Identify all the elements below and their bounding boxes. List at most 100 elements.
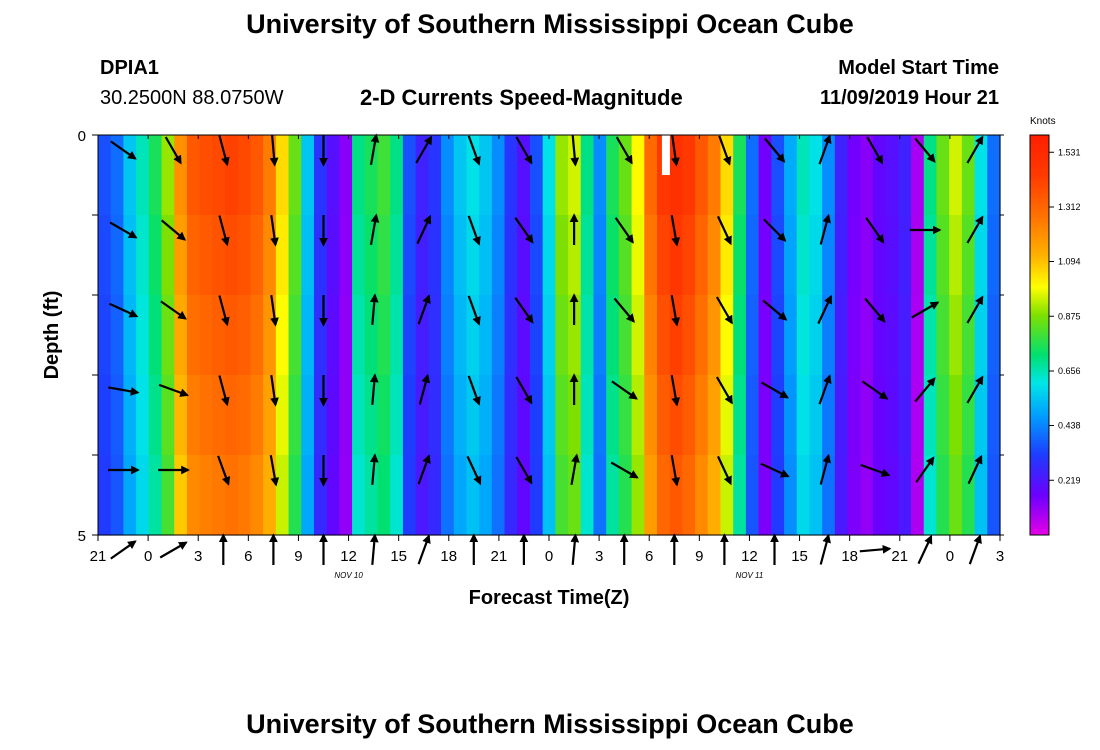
heatmap-cell: [720, 135, 734, 216]
heatmap-cell: [822, 455, 836, 536]
heatmap-cell: [110, 135, 124, 216]
heatmap-cell: [225, 135, 239, 216]
heatmap-cell: [402, 375, 417, 456]
heatmap-cell: [809, 455, 823, 536]
heatmap-cell: [745, 295, 760, 376]
heatmap-cell: [669, 375, 683, 456]
current-arrow: [417, 454, 431, 485]
heatmap-cell: [479, 215, 493, 296]
heatmap-cell: [275, 295, 290, 376]
heatmap-cell: [758, 375, 772, 456]
heatmap-cell: [872, 375, 887, 456]
heatmap-cell: [504, 455, 518, 536]
heatmap-cell: [593, 215, 607, 296]
current-arrow: [966, 375, 984, 404]
heatmap-cell: [136, 135, 150, 216]
heatmap-cell: [758, 455, 772, 536]
x-date-label: NOV 10: [334, 571, 363, 580]
heatmap-cell: [352, 135, 366, 216]
heatmap-cell: [949, 455, 963, 536]
heatmap-cell: [682, 455, 696, 536]
heatmap-cell: [936, 455, 950, 536]
current-arrow: [968, 534, 982, 565]
current-arrow: [818, 134, 832, 165]
heatmap-cell: [301, 215, 315, 296]
current-arrow: [613, 297, 635, 323]
heatmap-cell: [428, 455, 442, 536]
current-arrow: [670, 215, 681, 247]
current-arrow: [160, 219, 187, 241]
heatmap-cell: [885, 215, 899, 296]
heatmap-cell: [98, 375, 112, 456]
current-arrow: [911, 301, 940, 319]
heatmap-cell: [720, 455, 734, 536]
heatmap-cell: [491, 295, 506, 376]
heatmap-cell: [377, 135, 391, 216]
current-arrow: [914, 137, 936, 163]
heatmap-cell: [415, 295, 429, 376]
heatmap-cell: [136, 455, 150, 536]
heatmap-cell: [288, 295, 302, 376]
heatmap-cell: [529, 455, 544, 536]
heatmap-cell: [593, 135, 607, 216]
heatmap-cell: [313, 215, 328, 296]
heatmap-cell: [860, 455, 874, 536]
heatmap-cell: [250, 135, 264, 216]
heatmap-cell: [275, 375, 290, 456]
heatmap-cell: [453, 455, 468, 536]
heatmap-cell: [199, 295, 213, 376]
heatmap-cell: [923, 135, 938, 216]
heatmap-cell: [555, 455, 569, 536]
current-arrow: [270, 214, 279, 247]
heatmap-cell: [822, 135, 836, 216]
current-arrow: [817, 294, 833, 325]
heatmap-cell: [479, 295, 493, 376]
heatmap-cell: [796, 215, 811, 296]
heatmap-cell: [898, 295, 912, 376]
current-arrow: [670, 375, 681, 407]
heatmap-cell: [707, 375, 722, 456]
heatmap-cell: [936, 375, 950, 456]
heatmap-cell: [834, 375, 849, 456]
heatmap-cell: [987, 375, 1001, 456]
heatmap-cell: [390, 375, 404, 456]
x-tick-label: 12: [741, 548, 758, 565]
heatmap-cell: [872, 135, 887, 216]
heatmap-cell: [745, 455, 760, 536]
x-tick-label: 18: [841, 548, 858, 565]
heatmap-cell: [186, 215, 201, 296]
heatmap-cell: [949, 295, 963, 376]
heatmap-cell: [98, 455, 112, 536]
colorbar: Knots 1.531 1.312 1.094 0.875 0.656 0.438 0.21…: [1029, 116, 1081, 536]
current-arrow: [762, 299, 788, 321]
heatmap-cell: [326, 215, 340, 296]
heatmap-cell: [148, 455, 163, 536]
current-arrow: [417, 534, 431, 565]
heatmap-cell: [136, 215, 150, 296]
heatmap-cell: [428, 135, 442, 216]
heatmap-cell: [123, 295, 137, 376]
heatmap-cell: [872, 215, 887, 296]
heatmap-cell: [568, 215, 582, 296]
heatmap-cell: [453, 295, 468, 376]
x-tick-label: 21: [491, 548, 508, 565]
heatmap-cell: [441, 455, 455, 536]
current-arrow: [671, 134, 680, 167]
heatmap-cell: [860, 135, 874, 216]
heatmap-cell: [441, 375, 455, 456]
heatmap-cell: [860, 215, 874, 296]
heatmap-cell: [339, 295, 353, 376]
heatmap-cell: [301, 135, 315, 216]
heatmap-cell: [898, 455, 912, 536]
heatmap-cell: [263, 455, 277, 536]
heatmap-cell: [593, 455, 607, 536]
heatmap-cell: [847, 375, 861, 456]
heatmap-cell: [136, 375, 150, 456]
current-arrow: [864, 297, 886, 323]
heatmap-cell: [199, 135, 213, 216]
current-arrow: [763, 218, 787, 242]
x-tick-label: 15: [791, 548, 808, 565]
heatmap-cell: [796, 375, 811, 456]
heatmap-cell: [402, 135, 417, 216]
heatmap-cell: [707, 215, 722, 296]
